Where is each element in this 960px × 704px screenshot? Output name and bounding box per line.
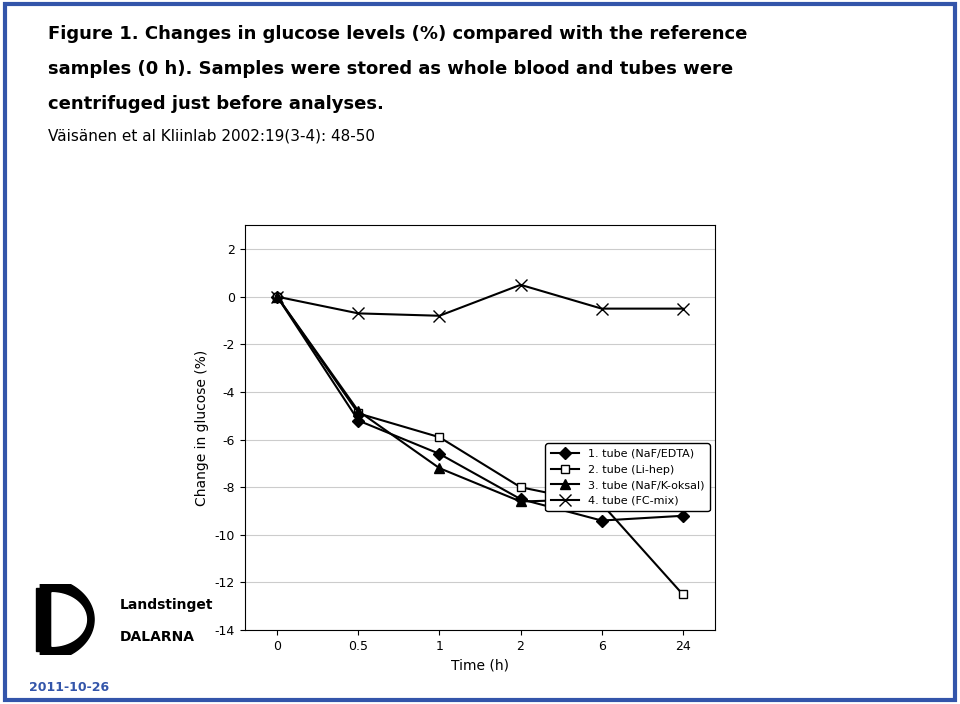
1. tube (NaF/EDTA) [515, 495, 526, 503]
Line: 4. tube (FC-mix): 4. tube (FC-mix) [272, 279, 688, 321]
2. tube (Li-hep) [434, 433, 445, 441]
Polygon shape [36, 588, 50, 651]
4. tube (FC-mix) [677, 304, 688, 313]
1. tube (NaF/EDTA) [352, 416, 364, 425]
Text: samples (0 h). Samples were stored as whole blood and tubes were: samples (0 h). Samples were stored as wh… [48, 60, 733, 78]
2. tube (Li-hep) [515, 483, 526, 491]
Text: centrifuged just before analyses.: centrifuged just before analyses. [48, 95, 384, 113]
3. tube (NaF/K-oksal) [434, 464, 445, 472]
3. tube (NaF/K-oksal) [677, 478, 688, 486]
3. tube (NaF/K-oksal) [515, 497, 526, 505]
2. tube (Li-hep) [352, 409, 364, 417]
Polygon shape [52, 593, 86, 646]
Line: 2. tube (Li-hep): 2. tube (Li-hep) [273, 293, 687, 598]
4. tube (FC-mix) [596, 304, 608, 313]
X-axis label: Time (h): Time (h) [451, 658, 509, 672]
Text: Landstinget: Landstinget [120, 598, 213, 612]
4. tube (FC-mix) [272, 292, 283, 301]
3. tube (NaF/K-oksal) [352, 407, 364, 415]
Text: 2011-10-26: 2011-10-26 [29, 681, 108, 694]
Y-axis label: Change in glucose (%): Change in glucose (%) [195, 350, 209, 505]
4. tube (FC-mix) [515, 281, 526, 289]
2. tube (Li-hep) [596, 500, 608, 508]
4. tube (FC-mix) [352, 309, 364, 318]
Line: 1. tube (NaF/EDTA): 1. tube (NaF/EDTA) [273, 293, 687, 524]
4. tube (FC-mix) [434, 312, 445, 320]
1. tube (NaF/EDTA) [677, 512, 688, 520]
Line: 3. tube (NaF/K-oksal): 3. tube (NaF/K-oksal) [273, 292, 687, 506]
Legend: 1. tube (NaF/EDTA), 2. tube (Li-hep), 3. tube (NaF/K-oksal), 4. tube (FC-mix): 1. tube (NaF/EDTA), 2. tube (Li-hep), 3.… [545, 444, 709, 511]
2. tube (Li-hep) [272, 292, 283, 301]
1. tube (NaF/EDTA) [434, 450, 445, 458]
1. tube (NaF/EDTA) [596, 516, 608, 524]
Polygon shape [40, 577, 94, 662]
Text: Väisänen et al Kliinlab 2002:19(3-4): 48-50: Väisänen et al Kliinlab 2002:19(3-4): 48… [48, 129, 375, 144]
2. tube (Li-hep) [677, 590, 688, 598]
1. tube (NaF/EDTA) [272, 292, 283, 301]
3. tube (NaF/K-oksal) [272, 292, 283, 301]
Text: DALARNA: DALARNA [120, 629, 195, 643]
Text: Figure 1. Changes in glucose levels (%) compared with the reference: Figure 1. Changes in glucose levels (%) … [48, 25, 748, 43]
3. tube (NaF/K-oksal) [596, 495, 608, 503]
